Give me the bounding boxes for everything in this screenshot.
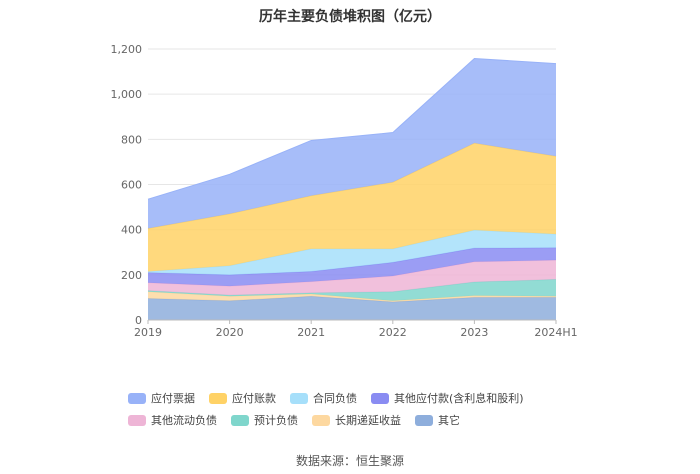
legend-item[interactable]: 应付账款	[209, 390, 276, 406]
legend-label: 其它	[438, 414, 460, 427]
legend-label: 预计负债	[254, 414, 298, 427]
x-tick-label: 2019	[134, 326, 162, 339]
legend-item[interactable]: 预计负债	[231, 412, 298, 428]
y-tick-label: 600	[121, 179, 142, 192]
area-series-1	[148, 291, 556, 302]
area-series-6	[148, 143, 556, 272]
legend-label: 合同负债	[313, 392, 357, 405]
legend-label: 长期递延收益	[335, 414, 401, 427]
legend-label: 其他流动负债	[151, 414, 217, 427]
area-series-3	[148, 260, 556, 296]
stacked-areas	[147, 57, 557, 320]
legend-item[interactable]: 应付票据	[128, 390, 195, 406]
legend-label: 应付票据	[151, 392, 195, 405]
legend-label: 应付账款	[232, 392, 276, 405]
legend-label: 其他应付款(含利息和股利)	[394, 392, 524, 405]
legend-item[interactable]: 合同负债	[290, 390, 357, 406]
axes: 0 200 400 600 800 1,000 1,200 2019 2020 2021 2022 2…	[111, 43, 578, 339]
legend-item[interactable]: 其他应付款(含利息和股利)	[371, 390, 524, 406]
legend-swatch	[231, 414, 249, 426]
area-series-5	[148, 230, 556, 275]
legend-item[interactable]: 其它	[415, 412, 460, 428]
legend-swatch	[415, 414, 433, 426]
legend-item[interactable]: 长期递延收益	[312, 412, 401, 428]
area-series-0	[148, 296, 556, 320]
chart-title: 历年主要负债堆积图（亿元）	[259, 9, 441, 25]
source-note: 数据来源：恒生聚源	[295, 454, 404, 468]
legend-swatch	[371, 392, 389, 404]
legend: 应付票据 应付账款 合同负债 其他应付款(含利息和股利) 其他流动负债 预计负债 长期递延收…	[128, 390, 598, 434]
y-tick-label: 1,000	[111, 88, 143, 101]
legend-swatch	[128, 392, 146, 404]
legend-swatch	[290, 392, 308, 404]
x-tick-label: 2020	[216, 326, 244, 339]
legend-swatch	[312, 414, 330, 426]
area-series-7	[148, 58, 556, 229]
y-tick-label: 400	[121, 224, 142, 237]
legend-swatch	[128, 414, 146, 426]
x-tick-label: 2023	[460, 326, 488, 339]
x-tick-label: 2021	[297, 326, 325, 339]
y-tick-label: 800	[121, 133, 142, 146]
y-tick-label: 200	[121, 269, 142, 282]
area-series-edge-7	[147, 57, 557, 200]
legend-item[interactable]: 其他流动负债	[128, 412, 217, 428]
x-tick-label: 2024H1	[534, 326, 577, 339]
x-tick-label: 2022	[379, 326, 407, 339]
legend-swatch	[209, 392, 227, 404]
y-tick-label: 1,200	[111, 43, 143, 56]
y-tick-label: 0	[135, 314, 142, 327]
